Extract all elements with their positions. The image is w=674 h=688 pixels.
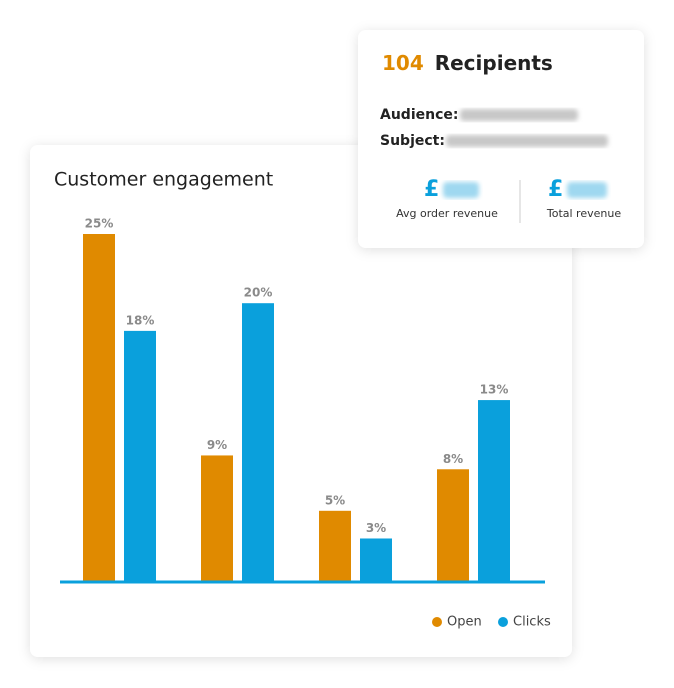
bar bbox=[201, 455, 233, 581]
bar bbox=[83, 234, 115, 581]
bar bbox=[478, 400, 510, 581]
blurred-value bbox=[460, 109, 578, 121]
bar bbox=[319, 510, 351, 581]
value-label: 20% bbox=[244, 286, 273, 300]
value-label: 5% bbox=[325, 493, 345, 507]
blurred-value bbox=[567, 182, 607, 198]
chart-title: Customer engagement bbox=[54, 169, 273, 191]
value-label: 3% bbox=[366, 521, 386, 535]
legend-swatch bbox=[498, 617, 508, 627]
legend: Open Clicks bbox=[432, 615, 551, 630]
metric-label: Avg order revenue bbox=[396, 207, 498, 220]
metric-label: Total revenue bbox=[546, 207, 621, 220]
value-label: 8% bbox=[443, 452, 463, 466]
value-label: 9% bbox=[207, 438, 227, 452]
value-label: 18% bbox=[126, 313, 155, 327]
legend-label: Open bbox=[447, 615, 482, 630]
recipient-count: 104 bbox=[382, 51, 424, 75]
bar bbox=[437, 469, 469, 581]
recipient-title: Recipients bbox=[435, 51, 553, 75]
value-label: 13% bbox=[480, 383, 509, 397]
blurred-value bbox=[443, 182, 479, 198]
plot: 25% 9% 5% 8% 18% 20% 3% 13% bbox=[83, 217, 510, 581]
card-heading: 104 Recipients bbox=[382, 51, 553, 75]
currency: £ bbox=[424, 177, 439, 202]
field-label: Audience: bbox=[380, 107, 458, 123]
chart-card bbox=[30, 145, 572, 657]
legend-swatch bbox=[432, 617, 442, 627]
bar bbox=[360, 538, 392, 581]
field-label: Subject: bbox=[380, 133, 445, 149]
currency: £ bbox=[548, 177, 563, 202]
value-label: 25% bbox=[85, 217, 114, 231]
bar bbox=[124, 330, 156, 581]
legend-label: Clicks bbox=[513, 615, 551, 630]
bar bbox=[242, 303, 274, 581]
blurred-value bbox=[446, 135, 608, 147]
